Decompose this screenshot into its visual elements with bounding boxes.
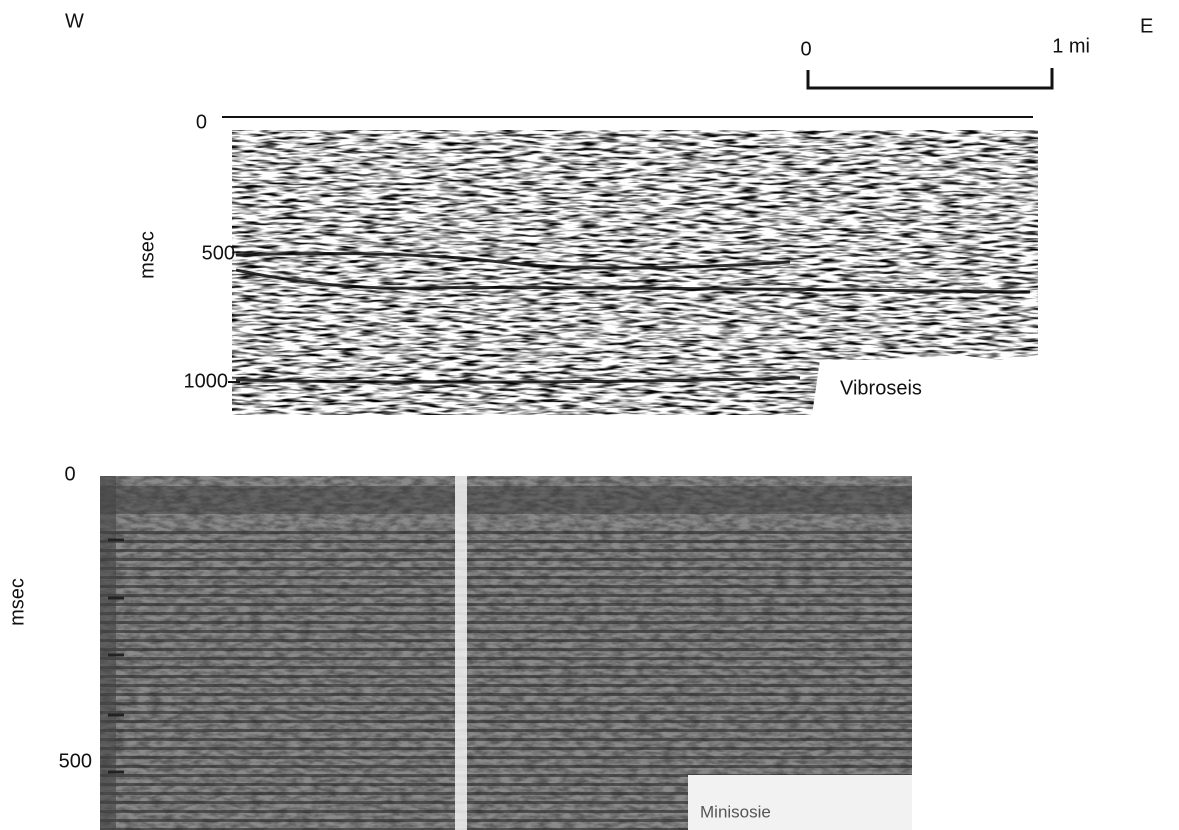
- scale-start: 0: [800, 38, 811, 60]
- y-tick-label: 0: [196, 111, 207, 133]
- panel-label: Minisosie: [700, 802, 771, 821]
- scale-bar: [806, 68, 1054, 90]
- y-tick-label: 500: [59, 750, 92, 772]
- panel-label: Vibroseis: [840, 377, 922, 399]
- minisosie-section: [100, 476, 912, 830]
- y-axis-label: msec: [136, 231, 158, 279]
- west-label: W: [65, 10, 84, 32]
- label-box: [828, 372, 958, 406]
- y-tick-label: 500: [202, 242, 235, 264]
- y-tick-label: 0: [64, 463, 75, 485]
- y-tick-label: 1000: [184, 370, 229, 392]
- scale-end: 1 mi: [1052, 35, 1090, 57]
- y-axis-label: msec: [6, 578, 28, 626]
- east-label: E: [1140, 15, 1153, 37]
